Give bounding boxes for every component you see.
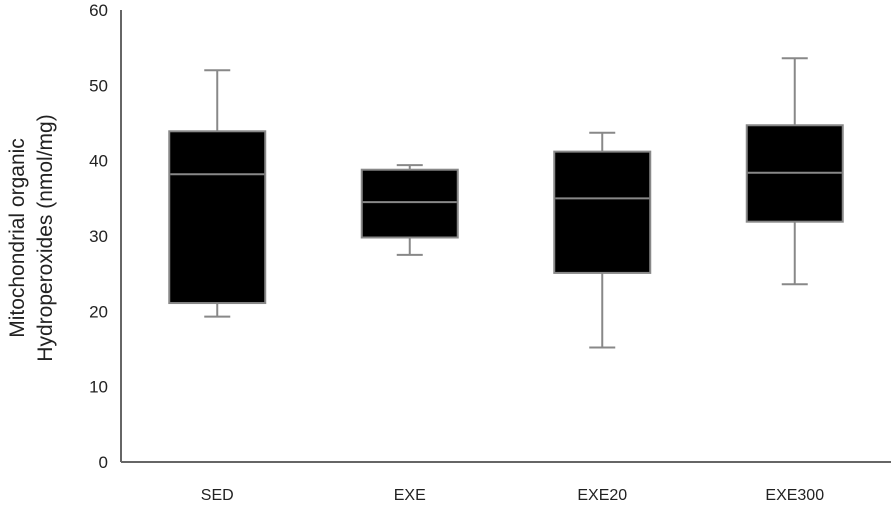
iqr-box — [168, 130, 267, 305]
boxes-group — [168, 57, 844, 349]
box-sed — [168, 69, 267, 318]
y-tick-label: 30 — [89, 227, 108, 246]
y-axis-title: Mitochondrial organic Hydroperoxides (nm… — [6, 114, 57, 361]
y-tick-label: 40 — [89, 152, 108, 171]
y-axis-title-line1: Mitochondrial organic — [6, 138, 29, 338]
y-tick-labels: 0 10 20 30 40 50 60 — [89, 1, 108, 472]
category-label: EXE20 — [577, 487, 627, 504]
y-tick-label: 50 — [89, 76, 108, 95]
y-axis-title-line2: Hydroperoxides (nmol/mg) — [34, 114, 57, 361]
y-tick-label: 10 — [89, 378, 108, 397]
y-tick-label: 0 — [99, 453, 108, 472]
box-exe300 — [745, 57, 844, 286]
category-labels: SED EXE EXE20 EXE300 — [201, 487, 824, 504]
y-tick-label: 20 — [89, 302, 108, 321]
category-label: EXE300 — [765, 487, 824, 504]
box-exe20 — [553, 131, 652, 349]
iqr-box — [553, 150, 652, 274]
category-label: EXE — [394, 487, 426, 504]
iqr-box — [360, 168, 459, 239]
y-tick-label: 60 — [89, 1, 108, 20]
category-label: SED — [201, 487, 234, 504]
box-exe — [360, 164, 459, 256]
